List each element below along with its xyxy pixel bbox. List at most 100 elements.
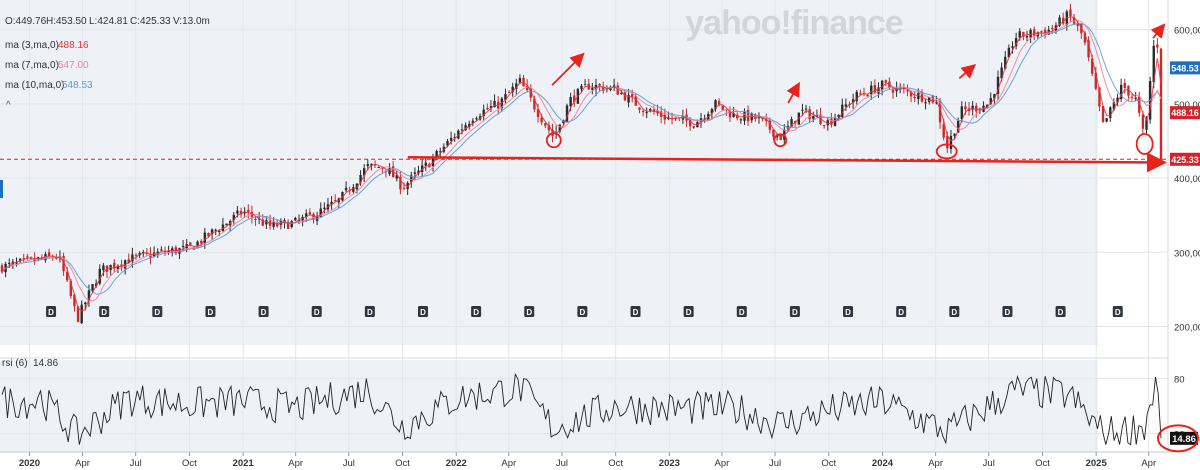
price-tick-label: 600,00 xyxy=(1174,26,1200,37)
candle-body xyxy=(1109,107,1112,119)
candle-body xyxy=(971,105,974,110)
low-circle xyxy=(773,133,788,148)
time-tick-label: Jul xyxy=(769,458,781,469)
candle-body xyxy=(493,100,496,108)
candle-body xyxy=(312,213,315,220)
candle-body xyxy=(22,258,25,260)
candle-body xyxy=(319,208,322,218)
candle-body xyxy=(822,125,826,127)
candle-body xyxy=(55,257,58,259)
rsi-value-tag: 14.86 xyxy=(1157,424,1199,453)
time-tick-label: Apr xyxy=(75,458,90,469)
candle-body xyxy=(352,187,355,192)
candle-body xyxy=(301,216,304,222)
candle-body xyxy=(518,78,522,83)
candle-body xyxy=(808,109,811,120)
candle-body xyxy=(888,81,891,88)
dividend-marker xyxy=(364,306,375,317)
candle-body xyxy=(160,249,163,251)
dividend-marker xyxy=(524,306,535,317)
candle-body xyxy=(728,111,732,118)
candle-body xyxy=(232,214,235,220)
candle-body xyxy=(286,221,290,229)
ohlc-readout: O:449.76 H:453.50 L:424.81 C:425.33 V:13… xyxy=(5,16,210,27)
candle-body xyxy=(732,113,735,118)
candle-body xyxy=(953,133,956,136)
candle-body xyxy=(1127,85,1130,96)
candle-body xyxy=(844,104,848,107)
candle-body xyxy=(76,306,80,322)
candle-body xyxy=(297,219,301,221)
candle-body xyxy=(435,150,438,157)
time-tick-label: Jul xyxy=(130,458,142,469)
candle-body xyxy=(1018,31,1021,38)
candle-body xyxy=(529,88,532,98)
ma10-label: ma (10,ma,0) xyxy=(5,80,64,91)
candle-body xyxy=(200,240,203,244)
candle-body xyxy=(261,219,264,226)
ma7-label: ma (7,ma,0) xyxy=(5,60,59,71)
candle-body xyxy=(214,229,217,232)
candle-body xyxy=(1076,23,1079,26)
candle-body xyxy=(649,109,652,111)
dividend-marker-label: D xyxy=(526,308,532,317)
candle-body xyxy=(1040,31,1043,33)
candle-body xyxy=(15,262,18,264)
candle-body xyxy=(1069,9,1072,17)
candle-body xyxy=(1062,17,1065,24)
candle-body xyxy=(44,254,47,261)
candles xyxy=(0,3,1163,325)
candle-body xyxy=(920,91,924,102)
candle-body xyxy=(964,106,967,110)
dividend-marker-label: D xyxy=(420,308,426,317)
candle-body xyxy=(525,85,529,91)
candle-body xyxy=(1033,29,1036,36)
candle-body xyxy=(323,207,326,209)
dividend-marker xyxy=(736,306,747,317)
time-tick-label: Oct xyxy=(821,458,836,469)
candle-body xyxy=(580,85,583,90)
candle-body xyxy=(928,97,931,102)
candle-body xyxy=(1101,105,1105,122)
candle-body xyxy=(862,93,866,95)
candle-body xyxy=(515,83,518,89)
candle-body xyxy=(439,151,442,153)
candle-body xyxy=(739,119,743,121)
candle-body xyxy=(533,98,536,110)
time-tick-label: Apr xyxy=(501,458,516,469)
low-circle xyxy=(1135,133,1154,155)
candle-body xyxy=(65,271,69,281)
candle-body xyxy=(102,265,105,271)
trend-arrow xyxy=(551,52,585,86)
candle-body xyxy=(967,108,971,112)
candle-body xyxy=(1116,97,1119,103)
candle-body xyxy=(163,251,167,253)
candle-body xyxy=(641,111,645,113)
dividend-marker-label: D xyxy=(845,308,851,317)
rsi-tick-label: 80 xyxy=(1174,374,1185,385)
candle-body xyxy=(236,210,239,214)
candle-body xyxy=(558,124,561,132)
candle-body xyxy=(565,105,569,122)
candle-body xyxy=(341,191,344,201)
time-tick-label: Apr xyxy=(288,458,303,469)
candle-body xyxy=(1141,114,1145,129)
candle-body xyxy=(113,262,116,269)
candle-body xyxy=(721,105,724,110)
dividend-marker xyxy=(843,306,854,317)
candle-body xyxy=(268,220,272,226)
candle-body xyxy=(1156,44,1159,48)
candle-body xyxy=(573,95,576,102)
candle-body xyxy=(388,168,391,174)
candle-body xyxy=(449,137,453,141)
low-value: L:424.81 xyxy=(89,16,128,27)
collapse-legend-icon[interactable]: ^ xyxy=(6,100,11,111)
candle-body xyxy=(265,220,268,225)
price-axis-area xyxy=(1168,0,1200,470)
candle-body xyxy=(1145,118,1148,130)
candle-body xyxy=(366,164,370,167)
candle-body xyxy=(692,126,695,128)
candle-body xyxy=(540,117,543,123)
candle-body xyxy=(127,259,130,264)
